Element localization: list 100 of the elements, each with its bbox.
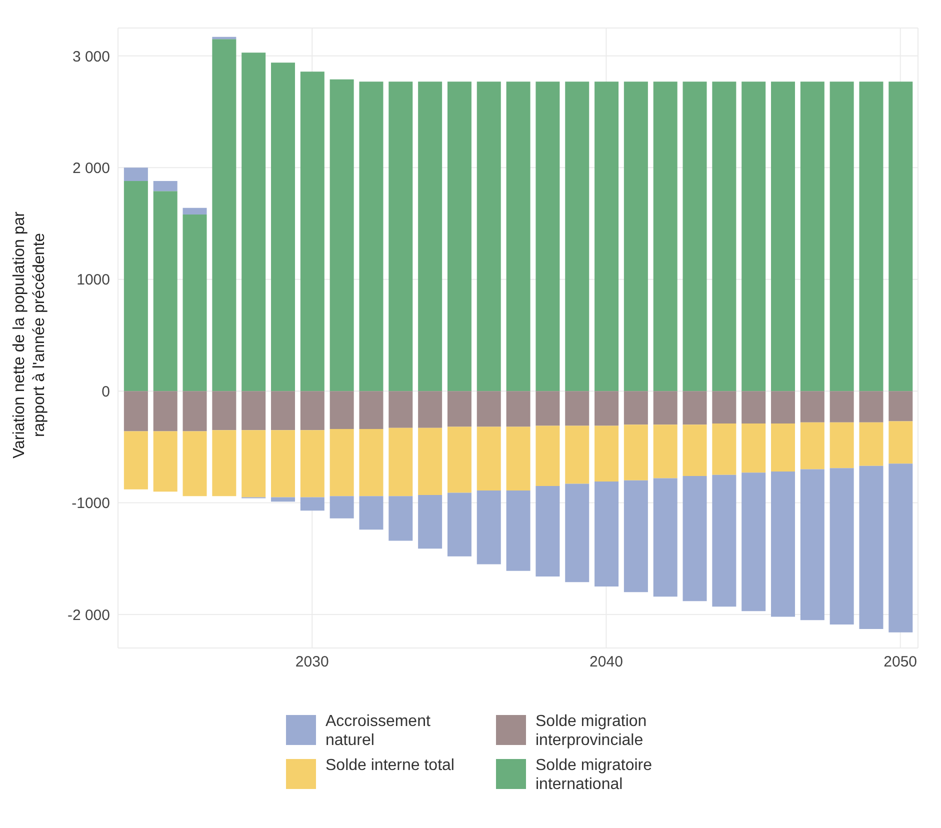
bar (212, 430, 236, 496)
bar (506, 391, 530, 427)
bar (742, 391, 766, 424)
bar (859, 391, 884, 422)
bar (271, 430, 295, 498)
bar (388, 428, 413, 496)
bar (359, 429, 384, 496)
bar (742, 82, 766, 392)
bar (359, 496, 384, 530)
bar (565, 391, 590, 426)
bar (506, 82, 530, 392)
bar (624, 480, 648, 592)
bar (330, 391, 354, 430)
bar (212, 39, 236, 392)
bar (771, 82, 795, 392)
bar (447, 82, 472, 392)
bar (888, 464, 913, 632)
bar (888, 82, 913, 392)
bar (388, 391, 413, 428)
bar (771, 423, 795, 472)
bar (712, 423, 736, 475)
bar (330, 79, 354, 392)
bar (506, 426, 530, 490)
bar (300, 497, 324, 511)
y-axis-title: Variation nette de la population par rapport à l'année précédente (10, 210, 49, 460)
legend-label: Solde interne total (326, 756, 456, 775)
bar (565, 484, 590, 582)
x-tick-label: 2040 (590, 654, 623, 671)
bar (242, 391, 266, 430)
bar (153, 391, 178, 432)
x-tick-label: 2050 (884, 654, 918, 671)
bar (330, 429, 354, 496)
bar (124, 431, 148, 490)
bar (476, 391, 501, 427)
bar (212, 391, 236, 430)
bar (242, 430, 266, 498)
bar (476, 82, 501, 392)
bar (536, 391, 560, 426)
legend-label: Solde migration interprovinciale (536, 712, 648, 750)
bar (682, 391, 707, 425)
bar (153, 431, 178, 492)
bar (830, 391, 854, 422)
y-tick-label: 3 000 (72, 48, 110, 66)
bar (300, 430, 324, 498)
bar (271, 497, 295, 502)
bar (124, 168, 148, 182)
bar (182, 214, 207, 392)
bar (594, 426, 619, 482)
bar (771, 471, 795, 617)
bar (800, 391, 824, 422)
bar (653, 478, 678, 597)
bar (124, 391, 148, 432)
bar (594, 482, 619, 587)
bar (771, 391, 795, 424)
bar (124, 181, 148, 392)
bar (506, 490, 530, 571)
bar (830, 468, 854, 625)
bar (830, 82, 854, 392)
bar (653, 391, 678, 425)
bar (182, 208, 207, 215)
bar (418, 428, 442, 495)
bar (712, 82, 736, 392)
bar (212, 36, 236, 40)
bar (653, 424, 678, 478)
bar (447, 391, 472, 427)
bar (859, 466, 884, 630)
bar (271, 391, 295, 430)
bar (271, 62, 295, 392)
bar (800, 82, 824, 392)
bar (536, 486, 560, 577)
bar (742, 423, 766, 473)
bar (418, 391, 442, 428)
bar (476, 490, 501, 564)
bar (800, 469, 824, 620)
bar (536, 426, 560, 486)
bar (888, 421, 913, 464)
bar (565, 82, 590, 392)
y-tick-label: 1000 (76, 272, 110, 289)
bar (418, 82, 442, 392)
bar (153, 181, 178, 192)
bar (536, 82, 560, 392)
bar (653, 82, 678, 392)
bar (859, 82, 884, 392)
bar (682, 424, 707, 476)
bar (388, 82, 413, 392)
bar (565, 426, 590, 484)
bar (682, 82, 707, 392)
bar (476, 426, 501, 490)
bar (359, 391, 384, 430)
bar (594, 391, 619, 426)
y-tick-label: 0 (102, 383, 110, 400)
bar (182, 391, 207, 432)
bar (712, 391, 736, 424)
bar (242, 52, 266, 392)
bar (624, 424, 648, 480)
legend-label: Accroissement naturel (326, 712, 432, 750)
bar (300, 72, 324, 392)
bar (830, 422, 854, 468)
y-tick-label: -1000 (72, 495, 110, 512)
y-tick-label: -2 000 (67, 606, 110, 624)
